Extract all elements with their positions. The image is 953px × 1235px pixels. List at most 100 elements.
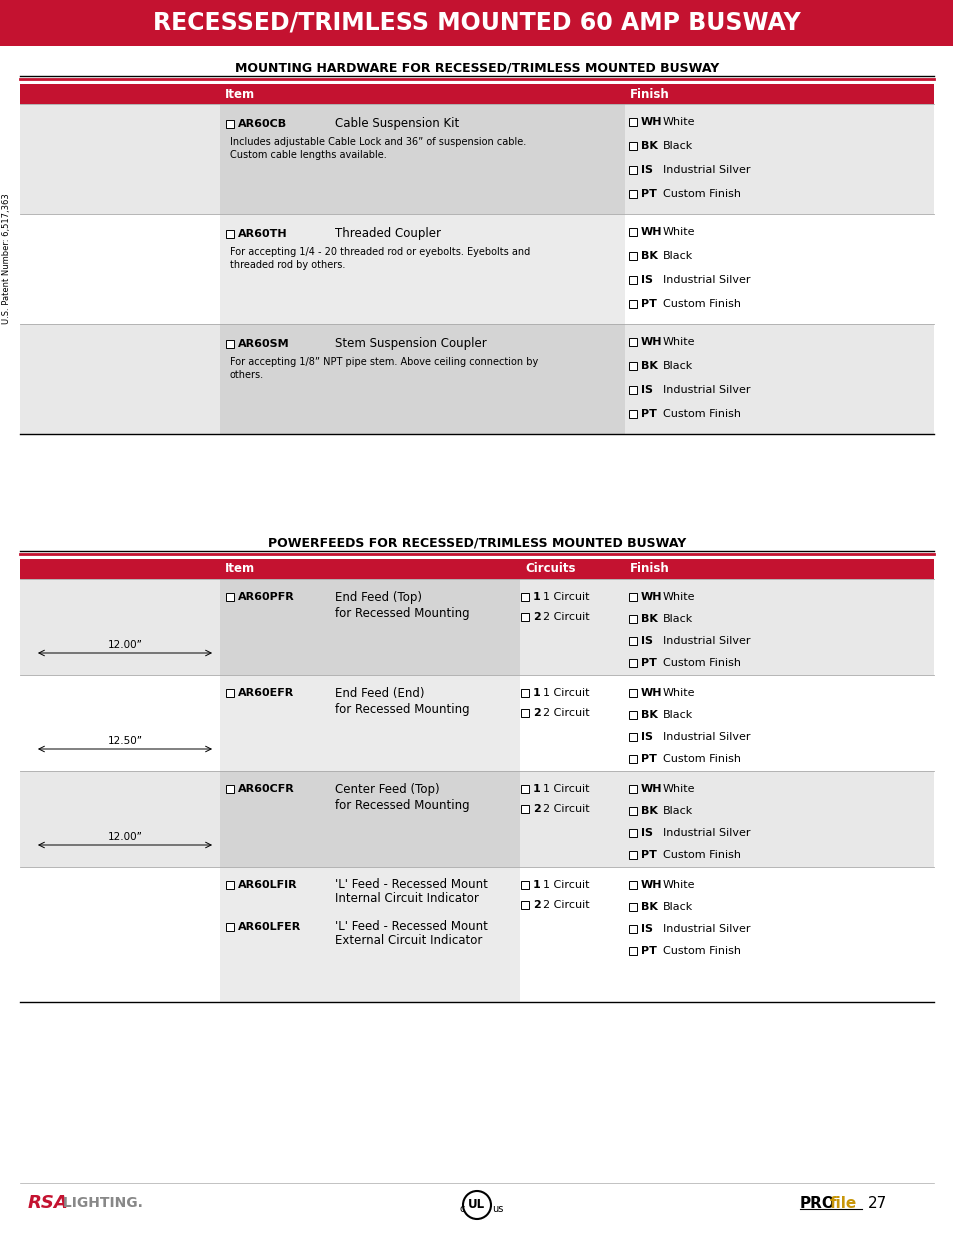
Text: White: White bbox=[662, 337, 695, 347]
Text: WH: WH bbox=[640, 784, 661, 794]
Bar bbox=[628, 165, 637, 174]
Text: AR60LFER: AR60LFER bbox=[237, 923, 301, 932]
Text: LIGHTING.: LIGHTING. bbox=[58, 1195, 143, 1210]
Text: Threaded Coupler: Threaded Coupler bbox=[335, 227, 440, 241]
Text: Stem Suspension Coupler: Stem Suspension Coupler bbox=[335, 337, 486, 351]
Text: PT: PT bbox=[640, 299, 657, 309]
Text: IS: IS bbox=[640, 827, 652, 839]
Bar bbox=[628, 387, 637, 394]
Bar bbox=[0, 0, 953, 46]
Bar bbox=[628, 903, 637, 911]
Bar bbox=[20, 559, 933, 579]
Bar bbox=[20, 771, 933, 867]
Text: 27: 27 bbox=[867, 1195, 886, 1210]
Bar bbox=[628, 711, 637, 719]
Text: for Recessed Mounting: for Recessed Mounting bbox=[335, 799, 469, 811]
Text: 1: 1 bbox=[533, 592, 540, 601]
Bar bbox=[628, 275, 637, 284]
Bar bbox=[520, 881, 529, 889]
Text: 2 Circuit: 2 Circuit bbox=[542, 804, 589, 814]
Text: Black: Black bbox=[662, 251, 693, 261]
Text: 1: 1 bbox=[533, 881, 540, 890]
Text: UL: UL bbox=[467, 1198, 484, 1212]
Text: 2 Circuit: 2 Circuit bbox=[542, 613, 589, 622]
Text: Industrial Silver: Industrial Silver bbox=[662, 827, 750, 839]
Text: Custom Finish: Custom Finish bbox=[662, 946, 740, 956]
Bar bbox=[20, 867, 933, 1002]
Bar bbox=[226, 120, 233, 128]
Text: MOUNTING HARDWARE FOR RECESSED/TRIMLESS MOUNTED BUSWAY: MOUNTING HARDWARE FOR RECESSED/TRIMLESS … bbox=[234, 62, 719, 74]
Bar bbox=[520, 902, 529, 909]
Text: Custom Finish: Custom Finish bbox=[662, 658, 740, 668]
Text: for Recessed Mounting: for Recessed Mounting bbox=[335, 606, 469, 620]
Bar bbox=[220, 324, 624, 433]
Text: White: White bbox=[662, 881, 695, 890]
Bar bbox=[520, 805, 529, 813]
Bar bbox=[226, 230, 233, 238]
Text: Finish: Finish bbox=[629, 562, 669, 576]
Bar bbox=[20, 214, 933, 324]
Text: 1 Circuit: 1 Circuit bbox=[542, 688, 589, 698]
Text: End Feed (End): End Feed (End) bbox=[335, 687, 424, 699]
Text: AR60TH: AR60TH bbox=[237, 228, 287, 240]
Text: WH: WH bbox=[640, 337, 661, 347]
Text: PT: PT bbox=[640, 409, 657, 419]
Bar bbox=[628, 615, 637, 622]
Bar bbox=[520, 785, 529, 793]
Text: Black: Black bbox=[662, 806, 693, 816]
Text: Black: Black bbox=[662, 614, 693, 624]
Text: Item: Item bbox=[225, 562, 254, 576]
Text: Custom Finish: Custom Finish bbox=[662, 755, 740, 764]
Text: WH: WH bbox=[640, 881, 661, 890]
Text: For accepting 1/4 - 20 threaded rod or eyebolts. Eyebolts and: For accepting 1/4 - 20 threaded rod or e… bbox=[230, 247, 530, 257]
Bar bbox=[20, 104, 933, 214]
Text: WH: WH bbox=[640, 117, 661, 127]
Bar bbox=[628, 190, 637, 198]
Text: RSA: RSA bbox=[28, 1194, 69, 1212]
Text: Industrial Silver: Industrial Silver bbox=[662, 924, 750, 934]
Text: Industrial Silver: Industrial Silver bbox=[662, 165, 750, 175]
Text: White: White bbox=[662, 688, 695, 698]
Text: BK: BK bbox=[640, 710, 658, 720]
Text: file: file bbox=[829, 1195, 857, 1210]
Text: for Recessed Mounting: for Recessed Mounting bbox=[335, 703, 469, 715]
Bar bbox=[628, 338, 637, 346]
Text: PT: PT bbox=[640, 755, 657, 764]
Text: PT: PT bbox=[640, 850, 657, 860]
Text: IS: IS bbox=[640, 165, 652, 175]
Text: Center Feed (Top): Center Feed (Top) bbox=[335, 783, 439, 795]
Text: 1: 1 bbox=[533, 784, 540, 794]
Text: Circuits: Circuits bbox=[524, 562, 575, 576]
Bar bbox=[628, 881, 637, 889]
Bar bbox=[628, 851, 637, 860]
Text: AR60PFR: AR60PFR bbox=[237, 592, 294, 601]
Text: Industrial Silver: Industrial Silver bbox=[662, 385, 750, 395]
Text: others.: others. bbox=[230, 370, 264, 380]
Text: External Circuit Indicator: External Circuit Indicator bbox=[335, 935, 482, 947]
Bar bbox=[628, 300, 637, 308]
Text: PRO: PRO bbox=[800, 1195, 835, 1210]
Text: Custom Finish: Custom Finish bbox=[662, 409, 740, 419]
Text: BK: BK bbox=[640, 141, 658, 151]
Text: Custom Finish: Custom Finish bbox=[662, 189, 740, 199]
Bar bbox=[628, 362, 637, 370]
Text: BK: BK bbox=[640, 361, 658, 370]
Text: 2 Circuit: 2 Circuit bbox=[542, 900, 589, 910]
Text: c: c bbox=[459, 1204, 465, 1214]
Bar bbox=[20, 324, 933, 433]
Text: IS: IS bbox=[640, 636, 652, 646]
Text: BK: BK bbox=[640, 902, 658, 911]
Text: AR60CB: AR60CB bbox=[237, 119, 287, 128]
Bar bbox=[628, 142, 637, 149]
Text: 1 Circuit: 1 Circuit bbox=[542, 881, 589, 890]
Text: 'L' Feed - Recessed Mount: 'L' Feed - Recessed Mount bbox=[335, 878, 487, 892]
Bar bbox=[220, 771, 519, 867]
Text: Cable Suspension Kit: Cable Suspension Kit bbox=[335, 117, 458, 131]
Bar bbox=[628, 829, 637, 837]
Bar bbox=[220, 867, 519, 1002]
Text: Industrial Silver: Industrial Silver bbox=[662, 636, 750, 646]
Bar bbox=[220, 676, 519, 771]
Bar bbox=[628, 119, 637, 126]
Bar bbox=[20, 676, 933, 771]
Bar bbox=[20, 579, 933, 676]
